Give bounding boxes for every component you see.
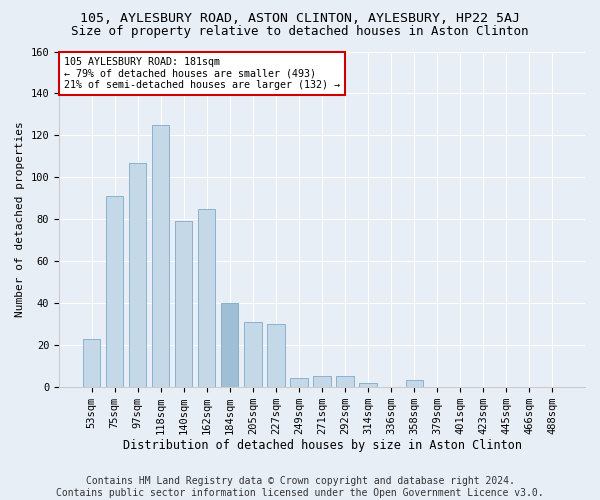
Text: Size of property relative to detached houses in Aston Clinton: Size of property relative to detached ho… <box>71 25 529 38</box>
Bar <box>290 378 308 386</box>
Bar <box>244 322 262 386</box>
Bar <box>406 380 423 386</box>
Bar <box>221 303 238 386</box>
Text: Contains HM Land Registry data © Crown copyright and database right 2024.
Contai: Contains HM Land Registry data © Crown c… <box>56 476 544 498</box>
Text: 105 AYLESBURY ROAD: 181sqm
← 79% of detached houses are smaller (493)
21% of sem: 105 AYLESBURY ROAD: 181sqm ← 79% of deta… <box>64 56 340 90</box>
Bar <box>337 376 353 386</box>
Bar <box>313 376 331 386</box>
Text: 105, AYLESBURY ROAD, ASTON CLINTON, AYLESBURY, HP22 5AJ: 105, AYLESBURY ROAD, ASTON CLINTON, AYLE… <box>80 12 520 26</box>
Bar <box>152 125 169 386</box>
Bar <box>359 382 377 386</box>
Y-axis label: Number of detached properties: Number of detached properties <box>15 121 25 317</box>
Bar <box>175 221 193 386</box>
X-axis label: Distribution of detached houses by size in Aston Clinton: Distribution of detached houses by size … <box>122 440 521 452</box>
Bar <box>267 324 284 386</box>
Bar <box>129 162 146 386</box>
Bar <box>106 196 123 386</box>
Bar <box>198 208 215 386</box>
Bar <box>83 338 100 386</box>
